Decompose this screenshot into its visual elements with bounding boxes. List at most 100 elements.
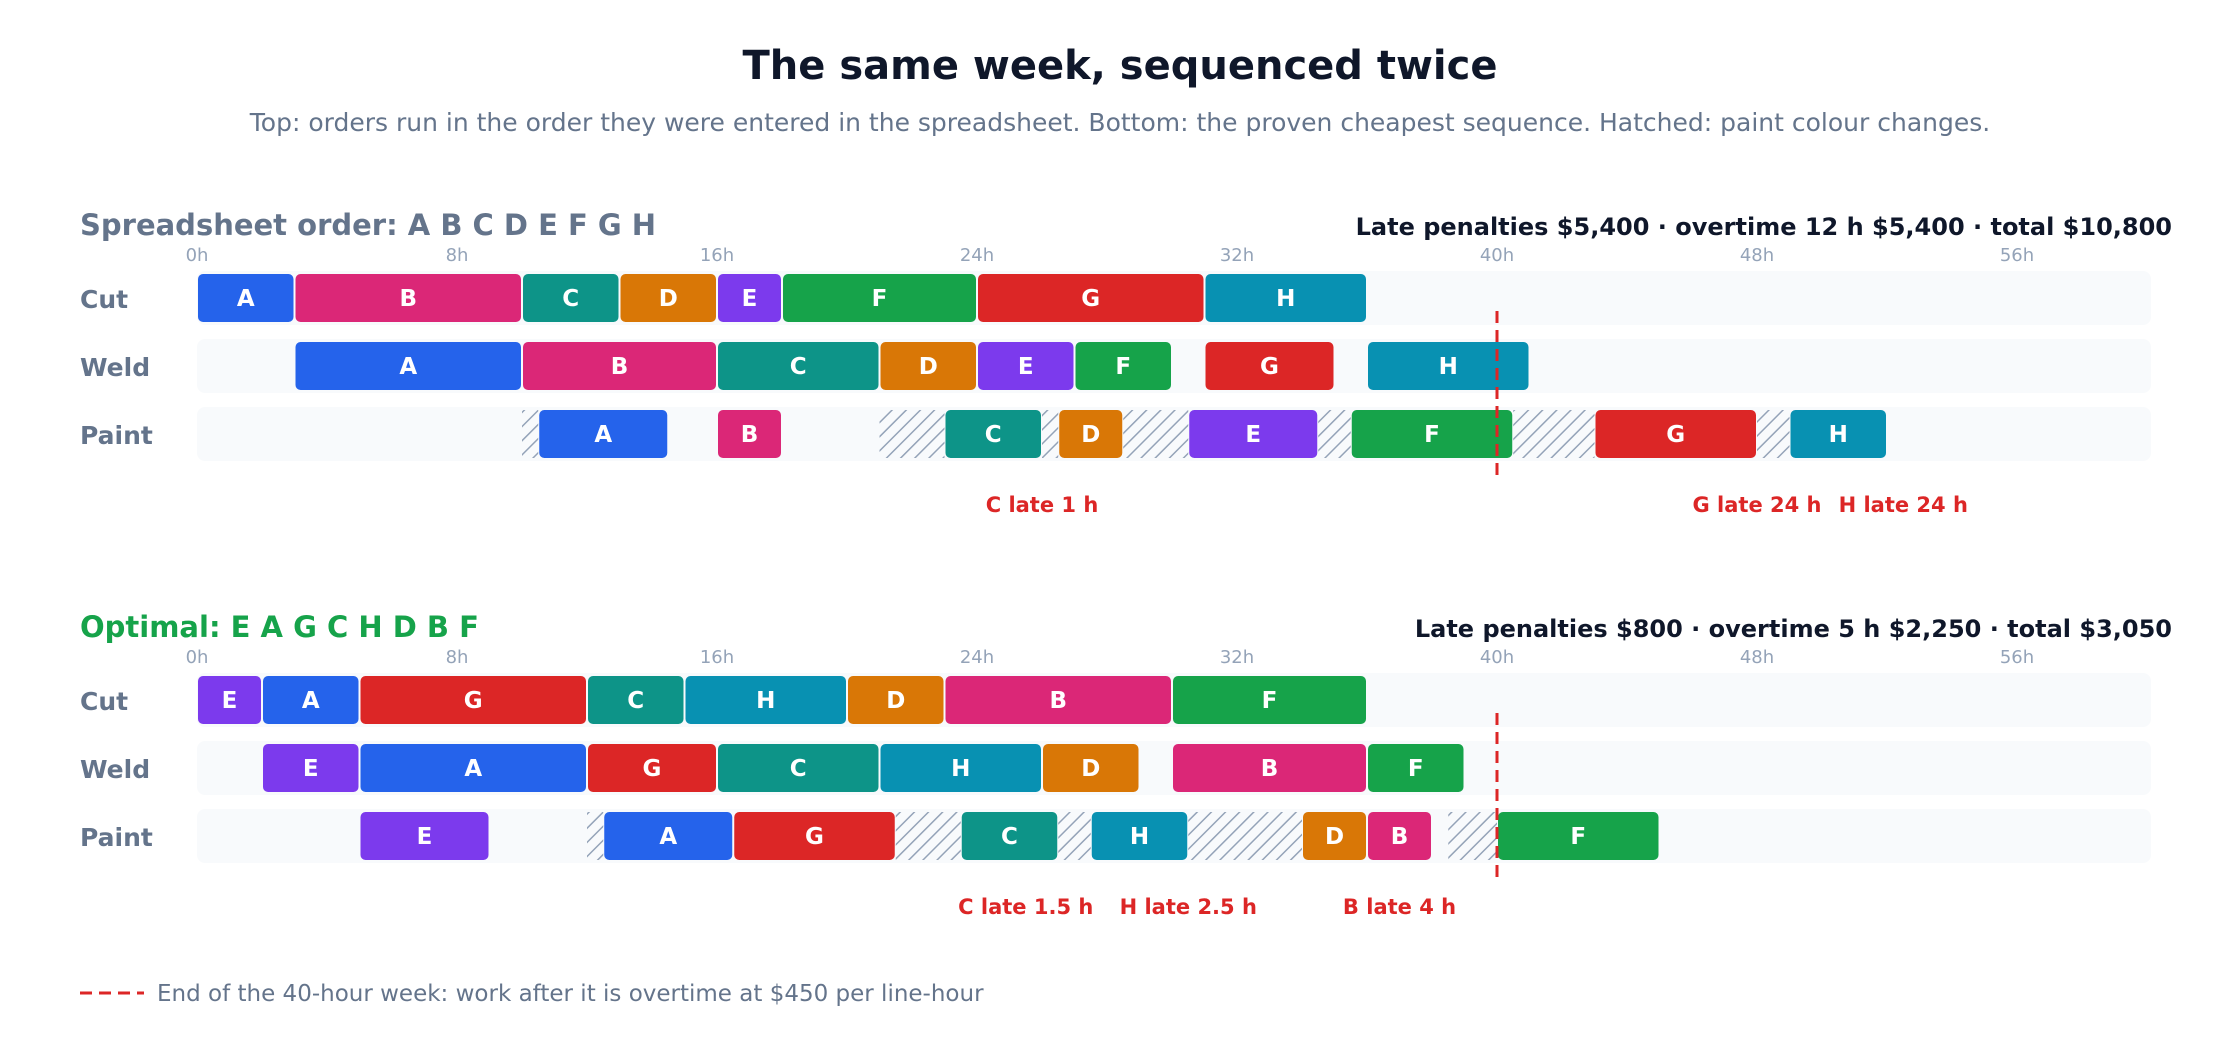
task-bar-g (1205, 342, 1334, 390)
axis-tick-label: 24h (960, 647, 994, 668)
axis-tick-label: 56h (2000, 245, 2034, 266)
task-label: G (643, 756, 662, 782)
task-bar-d (620, 274, 716, 322)
task-bar-a (604, 812, 733, 860)
task-label: B (611, 354, 629, 380)
task-label: C (790, 756, 807, 782)
task-bar-e (198, 676, 261, 724)
colour-change-hatch (1448, 812, 1497, 860)
chart-title: The same week, sequenced twice (743, 43, 1498, 89)
task-bar-h (1790, 410, 1886, 458)
task-bar-c (718, 744, 879, 792)
task-label: D (659, 286, 678, 312)
axis-tick-label: 8h (446, 245, 469, 266)
legend: End of the 40-hour week: work after it i… (80, 981, 984, 1007)
task-label: F (1424, 422, 1440, 448)
task-label: G (464, 688, 483, 714)
axis-tick-label: 40h (1480, 245, 1514, 266)
task-label: A (237, 286, 255, 312)
task-label: A (302, 688, 320, 714)
cost-summary: Late penalties $5,400 · overtime 12 h $5… (1356, 213, 2172, 241)
axis-tick-label: 0h (186, 647, 209, 668)
task-bar-c (588, 676, 684, 724)
axis-tick-label: 48h (1740, 647, 1774, 668)
task-label: C (790, 354, 807, 380)
task-label: E (742, 286, 758, 312)
task-label: B (1049, 688, 1067, 714)
task-bar-a (198, 274, 294, 322)
task-label: H (1130, 824, 1149, 850)
task-bar-b (1173, 744, 1366, 792)
late-note: C late 1.5 h (958, 895, 1093, 919)
axis-tick-label: 8h (446, 647, 469, 668)
task-bar-f (783, 274, 976, 322)
task-bar-f (1498, 812, 1659, 860)
task-label: D (1325, 824, 1344, 850)
task-bar-g (588, 744, 716, 792)
colour-change-hatch (587, 812, 604, 860)
task-label: D (886, 688, 905, 714)
task-label: D (1081, 756, 1100, 782)
task-label: A (594, 422, 612, 448)
colour-change-hatch (895, 812, 961, 860)
row-label: Paint (80, 823, 153, 852)
task-bar-d (1059, 410, 1123, 458)
axis-tick-label: 32h (1220, 245, 1254, 266)
task-bar-c (523, 274, 619, 322)
axis-tick-label: 32h (1220, 647, 1254, 668)
chart-subtitle: Top: orders run in the order they were e… (249, 108, 1990, 137)
late-note: B late 4 h (1343, 895, 1456, 919)
task-label: H (1439, 354, 1458, 380)
task-bar-g (978, 274, 1204, 322)
task-bar-a (263, 676, 359, 724)
task-bar-b (1368, 812, 1431, 860)
task-label: A (464, 756, 482, 782)
task-label: E (1018, 354, 1034, 380)
colour-change-hatch (1123, 410, 1189, 458)
task-bar-h (1091, 812, 1188, 860)
task-bar-f (1075, 342, 1171, 390)
task-bar-e (263, 744, 359, 792)
task-label: B (1391, 824, 1409, 850)
gantt-row-cut: Cut A B C D E F G H (80, 271, 2151, 325)
colour-change-hatch (879, 410, 945, 458)
colour-change-hatch (1513, 410, 1595, 458)
task-bar-g (360, 676, 586, 724)
task-bar-g (734, 812, 895, 860)
row-label: Weld (80, 755, 150, 784)
task-label: F (872, 286, 888, 312)
task-label: H (1276, 286, 1295, 312)
gantt-panel-2: Optimal: E A G C H D B F Late penalties $… (80, 610, 2172, 919)
task-bar-c (961, 812, 1058, 860)
task-bar-a (360, 744, 586, 792)
task-bar-b (718, 410, 781, 458)
task-bar-h (1205, 274, 1366, 322)
legend-text: End of the 40-hour week: work after it i… (157, 981, 984, 1007)
colour-change-hatch (1188, 812, 1302, 860)
task-label: E (303, 756, 319, 782)
colour-change-hatch (1058, 812, 1091, 860)
task-bar-e (1189, 410, 1318, 458)
task-bar-g (1595, 410, 1756, 458)
task-label: D (1081, 422, 1100, 448)
colour-change-hatch (522, 410, 539, 458)
colour-change-hatch (1042, 410, 1059, 458)
task-label: B (1261, 756, 1279, 782)
task-bar-d (880, 342, 976, 390)
task-bar-a (295, 342, 521, 390)
task-bar-b (295, 274, 521, 322)
task-label: H (951, 756, 970, 782)
gantt-row-paint: Paint E A G C H D B F (80, 809, 2151, 863)
task-bar-d (1043, 744, 1139, 792)
task-bar-d (848, 676, 944, 724)
task-label: C (985, 422, 1002, 448)
task-bar-b (945, 676, 1171, 724)
task-label: G (805, 824, 824, 850)
task-bar-h (1368, 342, 1529, 390)
gantt-panel-1: Spreadsheet order: A B C D E F G H Late p… (80, 208, 2172, 517)
axis-tick-label: 16h (700, 647, 734, 668)
row-label: Cut (80, 285, 128, 314)
task-bar-f (1351, 410, 1513, 458)
task-bar-e (978, 342, 1074, 390)
task-label: C (562, 286, 579, 312)
